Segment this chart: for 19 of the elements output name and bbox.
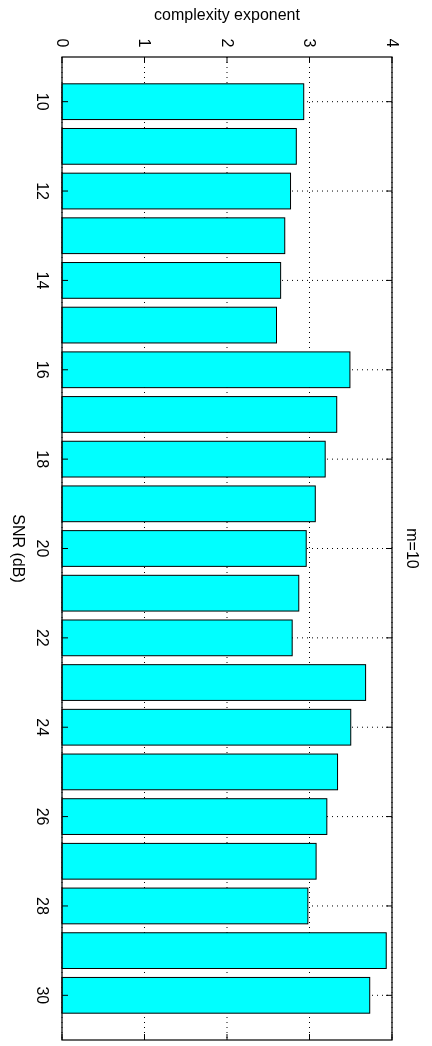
y-tick-label: 12 <box>33 182 51 201</box>
y-tick-label: 30 <box>33 986 51 1005</box>
y-tick-label: 26 <box>33 807 51 826</box>
x-tick-label: 0 <box>53 38 71 48</box>
y-tick-label: 18 <box>33 450 51 469</box>
y-tick-label: 20 <box>33 539 51 558</box>
y-axis-title: SNR (dB) <box>9 514 27 583</box>
text: m=10 <box>403 528 421 569</box>
y-tick-label: 10 <box>33 92 51 111</box>
y-tick-label: 16 <box>33 360 51 379</box>
x-tick-label: 3 <box>301 38 318 48</box>
y-tick-label: 28 <box>33 897 51 915</box>
x-tick-label: 2 <box>218 38 236 48</box>
y-tick-label: 24 <box>33 718 51 737</box>
y-tick-label: 14 <box>33 271 51 290</box>
y-tick-label: 22 <box>33 628 51 647</box>
x-tick-label: 1 <box>136 38 153 48</box>
x-tick-label: 4 <box>383 38 401 48</box>
x-axis-title: complexity exponent <box>154 5 301 23</box>
